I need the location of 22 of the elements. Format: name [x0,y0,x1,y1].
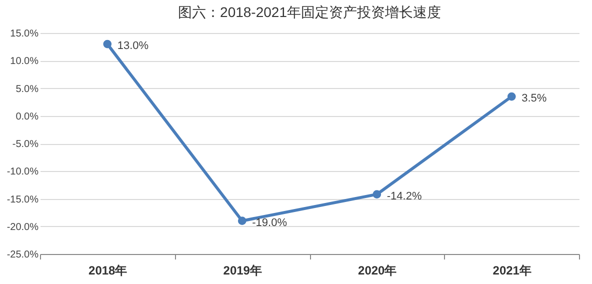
y-tick-label: -15.0% [6,194,39,206]
x-tick-label: 2021年 [492,264,532,278]
point [507,92,516,101]
data-label: 3.5% [522,92,547,105]
data-label: 13.0% [117,40,149,52]
data-label: -19.0% [252,216,288,229]
y-tick-label: 15.0% [10,28,39,40]
point [372,190,382,199]
y-tick-label: -25.0% [6,250,39,260]
chart-title: 图六：2018-2021年固定资产投资增长速度 [178,4,441,20]
x-tick-label: 2019年 [223,264,262,278]
x-tick-label: 2018年 [88,264,128,278]
y-tick-label: -10.0% [6,166,39,178]
data-label: -14.2% [386,190,422,202]
y-tick-label: -5.0% [12,139,39,150]
y-tick-label: 0.0% [16,111,39,122]
y-tick-label: -20.0% [6,222,39,233]
x-tick-label: 2020年 [358,264,397,278]
point [103,40,112,48]
point [238,216,246,226]
y-tick-label: 5.0% [16,84,39,95]
y-tick-label: 10.0% [10,56,39,68]
